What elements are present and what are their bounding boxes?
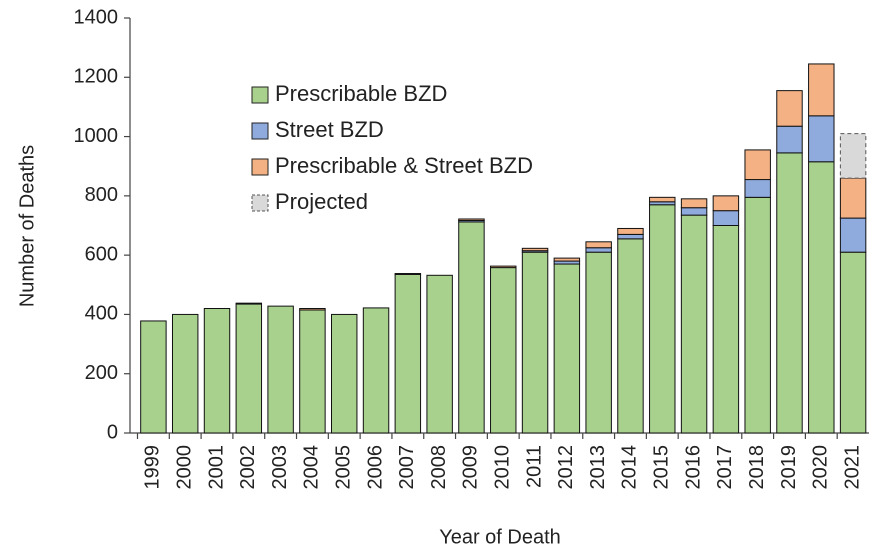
bar-segment xyxy=(808,161,835,434)
bar-segment xyxy=(712,210,740,227)
bar-segment xyxy=(649,196,676,203)
x-tick-label: 2021 xyxy=(841,445,863,490)
bar-segment xyxy=(744,179,771,198)
x-tick-label: 2001 xyxy=(205,445,227,490)
bar-segment xyxy=(839,251,867,434)
bar-segment xyxy=(267,305,294,434)
bar-segment xyxy=(617,233,644,240)
bar-segment xyxy=(680,207,708,216)
legend-swatch xyxy=(251,122,269,140)
bar-segment xyxy=(839,133,867,179)
bar-segment xyxy=(394,273,422,434)
bar-segment xyxy=(235,303,263,434)
bar-segment xyxy=(458,221,485,434)
x-tick-label: 2005 xyxy=(333,445,355,490)
bar-segment xyxy=(299,308,326,311)
y-tick-label: 200 xyxy=(85,362,118,384)
bar-segment xyxy=(362,307,390,434)
bar-segment xyxy=(426,274,453,434)
legend-swatch xyxy=(251,158,269,176)
bar-segment xyxy=(458,218,485,221)
bar-segment xyxy=(394,273,422,275)
x-tick-label: 2020 xyxy=(810,445,832,490)
bar-segment xyxy=(617,227,644,235)
bar-segment xyxy=(776,125,803,154)
y-tick-label: 0 xyxy=(107,421,118,443)
bar-segment xyxy=(744,149,771,181)
x-tick-label: 2004 xyxy=(301,445,323,490)
x-tick-label: 2008 xyxy=(428,445,450,490)
bar-segment xyxy=(808,63,835,117)
x-tick-label: 2018 xyxy=(746,445,768,490)
x-tick-label: 2006 xyxy=(364,445,386,490)
bar-segment xyxy=(521,251,549,434)
x-tick-label: 2000 xyxy=(173,445,195,490)
bar-segment xyxy=(839,177,867,219)
x-tick-label: 2017 xyxy=(714,445,736,490)
bar-segment xyxy=(776,152,803,434)
bar-segment xyxy=(776,90,803,127)
bar-segment xyxy=(299,309,326,434)
bar-segment xyxy=(331,313,358,434)
x-tick-label: 2019 xyxy=(778,445,800,490)
x-axis-label: Year of Death xyxy=(439,526,561,548)
x-tick-label: 2016 xyxy=(682,445,704,490)
x-tick-label: 2007 xyxy=(396,445,418,490)
legend-swatch xyxy=(251,194,269,212)
y-axis-label: Number of Deaths xyxy=(16,145,38,307)
bar-segment xyxy=(521,247,549,252)
legend-label: Street BZD xyxy=(275,117,384,142)
x-tick-label: 2013 xyxy=(587,445,609,490)
y-tick-label: 600 xyxy=(85,243,118,265)
bar-segment xyxy=(203,308,231,434)
bar-segment xyxy=(680,198,708,209)
bar-segment xyxy=(839,217,867,253)
bar-segment xyxy=(712,225,740,434)
legend-label: Projected xyxy=(275,189,368,214)
y-tick-label: 800 xyxy=(85,184,118,206)
bar-segment xyxy=(712,195,740,212)
bar-segment xyxy=(171,313,199,434)
x-tick-label: 2011 xyxy=(523,445,545,488)
bar-segment xyxy=(553,257,581,262)
legend-label: Prescribable BZD xyxy=(275,81,447,106)
bar-segment xyxy=(585,251,612,434)
bar-segment xyxy=(490,267,517,434)
y-tick-label: 1400 xyxy=(74,6,119,28)
x-tick-label: 2012 xyxy=(555,445,577,490)
bar-segment xyxy=(617,238,644,434)
bar-segment xyxy=(680,214,708,434)
bar-segment xyxy=(808,115,835,163)
y-tick-label: 1000 xyxy=(74,125,119,147)
bar-segment xyxy=(235,302,263,305)
x-tick-label: 2009 xyxy=(460,445,482,490)
bar-segment xyxy=(490,265,517,269)
y-tick-label: 400 xyxy=(85,303,118,325)
legend-label: Prescribable & Street BZD xyxy=(275,153,533,178)
x-tick-label: 2010 xyxy=(492,445,514,490)
x-tick-label: 2002 xyxy=(237,445,259,490)
bar-segment xyxy=(585,241,612,249)
x-tick-label: 2015 xyxy=(651,445,673,490)
x-tick-label: 2014 xyxy=(619,445,641,490)
bar-segment xyxy=(140,320,167,434)
bar-segment xyxy=(649,204,676,434)
bar-segment xyxy=(585,247,612,253)
legend-swatch xyxy=(251,86,269,104)
bar-segment xyxy=(744,196,771,434)
x-tick-label: 2003 xyxy=(269,445,291,490)
x-tick-label: 1999 xyxy=(142,445,164,490)
bar-segment xyxy=(553,263,581,434)
y-tick-label: 1200 xyxy=(74,66,119,88)
